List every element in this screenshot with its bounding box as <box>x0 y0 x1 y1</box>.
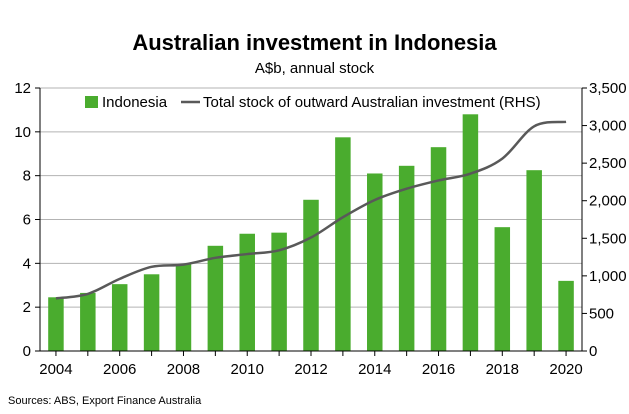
right-tick-label: 500 <box>589 305 614 322</box>
right-tick-label: 2,500 <box>589 155 627 172</box>
bar <box>398 165 415 351</box>
source-note: Sources: ABS, Export Finance Australia <box>8 395 202 407</box>
x-tick-label: 2004 <box>39 361 72 378</box>
bar <box>207 245 224 351</box>
right-tick-label: 2,000 <box>589 193 627 210</box>
chart-subtitle: A$b, annual stock <box>254 60 375 77</box>
x-tick-label: 2006 <box>103 361 136 378</box>
bar <box>239 233 255 351</box>
x-tick-label: 2018 <box>486 361 519 378</box>
x-tick-label: 2012 <box>294 361 327 378</box>
chart-title: Australian investment in Indonesia <box>132 30 497 55</box>
left-tick-label: 6 <box>23 212 31 229</box>
right-tick-label: 3,000 <box>589 118 627 135</box>
bar <box>526 170 542 351</box>
bar <box>558 280 574 351</box>
line-series-total-outward <box>55 120 567 300</box>
bar <box>430 147 447 351</box>
left-tick-label: 10 <box>14 124 31 141</box>
bar <box>143 274 160 351</box>
bar <box>48 297 64 351</box>
x-axis-ticks: 2004 2006 2008 2010 2012 2014 2016 2018 2020 <box>39 351 583 378</box>
bar <box>303 199 319 351</box>
legend-swatch-indonesia <box>85 96 98 108</box>
left-tick-label: 12 <box>14 80 31 97</box>
bar <box>111 284 128 351</box>
legend-label-indonesia: Indonesia <box>102 94 168 111</box>
bar <box>367 173 383 351</box>
bar <box>335 137 351 351</box>
x-tick-label: 2016 <box>422 361 455 378</box>
left-tick-label: 0 <box>23 343 31 360</box>
right-tick-label: 3,500 <box>589 80 627 97</box>
legend-label-total-outward: Total stock of outward Australian invest… <box>203 94 541 111</box>
right-axis-ticks: 0 500 1,000 1,500 2,000 2,500 3,000 3,500 <box>582 80 627 360</box>
bar <box>175 264 192 351</box>
x-tick-label: 2008 <box>167 361 200 378</box>
bar <box>494 227 511 351</box>
bar <box>80 292 96 351</box>
right-tick-label: 1,000 <box>589 268 627 285</box>
right-tick-label: 0 <box>589 343 597 360</box>
left-tick-label: 2 <box>23 299 31 316</box>
right-tick-label: 1,500 <box>589 230 627 247</box>
bar <box>271 232 287 351</box>
x-tick-label: 2014 <box>358 361 391 378</box>
left-tick-label: 4 <box>23 255 31 272</box>
bar <box>462 114 479 351</box>
x-tick-label: 2020 <box>549 361 582 378</box>
left-axis-ticks: 0 2 4 6 8 10 12 <box>14 80 40 360</box>
legend: Indonesia Total stock of outward Austral… <box>85 94 541 111</box>
x-tick-label: 2010 <box>231 361 264 378</box>
left-tick-label: 8 <box>23 168 31 185</box>
bar-series-indonesia <box>48 114 574 351</box>
